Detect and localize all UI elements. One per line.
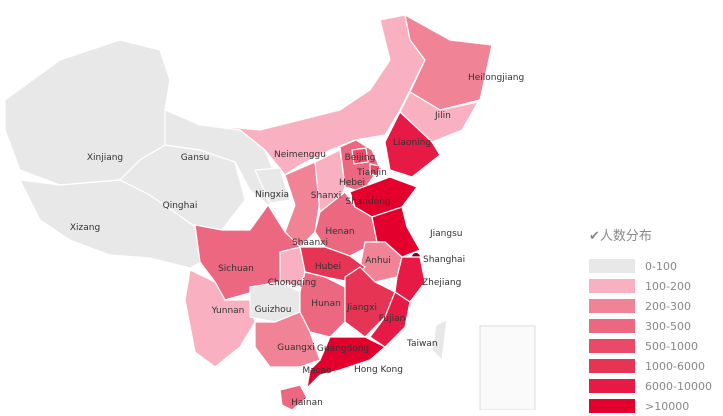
province-label: Hainan bbox=[291, 398, 323, 408]
legend-label: 300-500 bbox=[645, 319, 691, 333]
province-label: Macao bbox=[302, 366, 332, 376]
legend-item[interactable]: 0-100 bbox=[589, 256, 712, 276]
province-label: Henan bbox=[325, 227, 354, 237]
province-label: Guangxi bbox=[277, 343, 314, 353]
province-label: Anhui bbox=[365, 256, 391, 266]
province-label: Jiangsu bbox=[429, 229, 462, 239]
province-guangxi[interactable] bbox=[254, 311, 321, 368]
legend-item[interactable]: >10000 bbox=[589, 396, 712, 416]
province-label: Heilongjiang bbox=[468, 73, 524, 83]
province-shaanxi[interactable] bbox=[284, 161, 321, 248]
province-label: Tianjin bbox=[356, 168, 387, 178]
province-label: Shanghai bbox=[423, 255, 465, 265]
legend-label: >10000 bbox=[645, 399, 690, 413]
province-taiwan[interactable] bbox=[431, 319, 448, 362]
legend: ✔人数分布 0-100 100-200 200-300 300-500 500-1000… bbox=[589, 225, 712, 416]
province-label: Zhejiang bbox=[422, 278, 461, 288]
province-hainan[interactable] bbox=[279, 384, 308, 410]
province-label: Fujian bbox=[379, 314, 406, 324]
province-label: Taiwan bbox=[406, 339, 438, 349]
province-yunnan[interactable] bbox=[184, 269, 256, 368]
legend-swatch bbox=[589, 339, 635, 353]
legend-title: ✔人数分布 bbox=[589, 229, 652, 244]
legend-swatch bbox=[589, 379, 635, 393]
province-label: Qinghai bbox=[163, 201, 198, 211]
province-label: Sichuan bbox=[218, 264, 254, 274]
legend-label: 100-200 bbox=[645, 279, 691, 293]
province-beijing[interactable] bbox=[351, 147, 369, 165]
legend-item[interactable]: 100-200 bbox=[589, 276, 712, 296]
province-ningxia[interactable] bbox=[254, 167, 291, 204]
legend-swatch bbox=[589, 299, 635, 313]
legend-swatch bbox=[589, 399, 635, 413]
province-tianjin[interactable] bbox=[369, 163, 381, 177]
legend-label: 500-1000 bbox=[645, 339, 698, 353]
province-label: Gansu bbox=[181, 153, 210, 163]
legend-swatch bbox=[589, 359, 635, 373]
legend-item[interactable]: 500-1000 bbox=[589, 336, 712, 356]
legend-swatch bbox=[589, 279, 635, 293]
province-label: Hong Kong bbox=[354, 365, 403, 375]
province-label: Liaoning bbox=[393, 138, 431, 148]
legend-swatch bbox=[589, 259, 635, 273]
legend-label: 1000-6000 bbox=[645, 359, 705, 373]
province-label: Xizang bbox=[70, 223, 100, 233]
legend-label: 6000-10000 bbox=[645, 379, 712, 393]
checkmark-icon: ✔ bbox=[589, 229, 600, 244]
province-label: Ningxia bbox=[255, 190, 289, 200]
legend-swatch bbox=[589, 319, 635, 333]
province-label: Hubei bbox=[315, 262, 341, 272]
province-label: Guizhou bbox=[255, 305, 292, 315]
province-label: Guangdong bbox=[317, 344, 369, 354]
legend-label: 200-300 bbox=[645, 299, 691, 313]
province-label: Jiangxi bbox=[346, 303, 377, 313]
legend-item[interactable]: 6000-10000 bbox=[589, 376, 712, 396]
legend-item[interactable]: 300-500 bbox=[589, 316, 712, 336]
legend-label: 0-100 bbox=[645, 259, 677, 273]
province-label: Neimenggu bbox=[274, 150, 326, 160]
legend-item[interactable]: 1000-6000 bbox=[589, 356, 712, 376]
province-label: Yunnan bbox=[211, 306, 245, 316]
province-liaoning[interactable] bbox=[384, 111, 441, 178]
south-china-sea-inset bbox=[479, 325, 536, 410]
province-label: Shaanxi bbox=[292, 238, 328, 248]
legend-item[interactable]: 200-300 bbox=[589, 296, 712, 316]
province-label: Shandong bbox=[345, 197, 390, 207]
province-label: Chongqing bbox=[268, 278, 317, 288]
province-guangdong[interactable] bbox=[306, 336, 387, 390]
province-label: Beijing bbox=[345, 153, 376, 163]
province-label: Xinjiang bbox=[87, 153, 123, 163]
province-label: Jilin bbox=[434, 111, 451, 121]
province-label: Hebei bbox=[339, 178, 365, 188]
province-label: Shanxi bbox=[311, 191, 341, 201]
province-label: Hunan bbox=[311, 299, 340, 309]
